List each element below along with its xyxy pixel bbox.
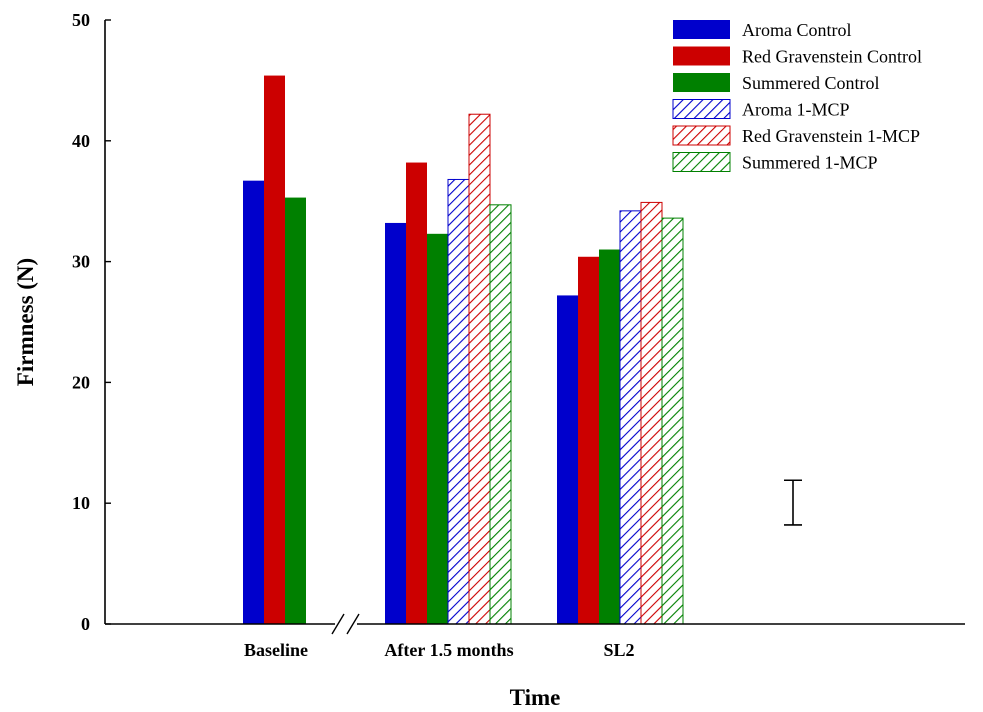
y-tick-label: 40 bbox=[72, 131, 90, 151]
bar-sl2-summered-1-mcp bbox=[661, 217, 684, 625]
y-axis-title: Firmness (N) bbox=[13, 258, 38, 386]
axis-break-marker bbox=[331, 612, 360, 636]
legend-swatch-aroma-1-mcp bbox=[672, 99, 731, 119]
bar-baseline-aroma-control bbox=[243, 180, 264, 624]
y-ticks: 0 10 20 30 40 50 bbox=[72, 10, 111, 634]
bar-after-1-5-months-red-gravenstein-1-mcp bbox=[468, 113, 491, 625]
bar-after-1-5-months-summered-control bbox=[427, 233, 448, 625]
bar-sl2-summered-control bbox=[599, 249, 620, 624]
y-tick-label: 10 bbox=[72, 493, 90, 513]
y-tick-label: 50 bbox=[72, 10, 90, 30]
legend-label-red-gravenstein-1-mcp: Red Gravenstein 1-MCP bbox=[742, 126, 920, 146]
legend-label-aroma-control: Aroma Control bbox=[742, 20, 852, 40]
bar-baseline-summered-control bbox=[285, 197, 306, 625]
y-tick-label: 20 bbox=[72, 372, 90, 392]
legend: Aroma Control Red Gravenstein Control Summ… bbox=[672, 20, 922, 173]
legend-swatch-aroma-control bbox=[673, 20, 730, 39]
x-axis-title: Time bbox=[510, 685, 561, 710]
bar-sl2-red-gravenstein-control bbox=[578, 256, 599, 624]
legend-swatch-summered-control bbox=[673, 73, 730, 92]
legend-label-summered-1-mcp: Summered 1-MCP bbox=[742, 153, 878, 173]
bar-sl2-aroma-control bbox=[557, 295, 578, 624]
legend-label-aroma-1-mcp: Aroma 1-MCP bbox=[742, 100, 850, 120]
bars-group bbox=[243, 75, 684, 625]
legend-swatch-summered-1-mcp bbox=[672, 152, 731, 172]
x-tick-label-baseline: Baseline bbox=[244, 640, 308, 660]
legend-label-summered-control: Summered Control bbox=[742, 73, 880, 93]
y-tick-label: 30 bbox=[72, 252, 90, 272]
legend-swatch-red-gravenstein-1-mcp bbox=[672, 125, 731, 146]
bar-after-1-5-months-aroma-control bbox=[385, 222, 406, 624]
bar-after-1-5-months-red-gravenstein-control bbox=[406, 162, 427, 624]
legend-label-red-gravenstein-control: Red Gravenstein Control bbox=[742, 47, 922, 67]
y-tick-label: 0 bbox=[81, 614, 90, 634]
bar-sl2-aroma-1-mcp bbox=[619, 210, 642, 625]
bar-after-1-5-months-summered-1-mcp bbox=[489, 204, 512, 625]
x-tick-label-after-1-5-months: After 1.5 months bbox=[384, 640, 513, 660]
legend-swatch-red-gravenstein-control bbox=[673, 46, 730, 66]
error-bar bbox=[784, 479, 802, 526]
bar-baseline-red-gravenstein-control bbox=[264, 75, 285, 625]
bar-after-1-5-months-aroma-1-mcp bbox=[447, 178, 470, 625]
bar-sl2-red-gravenstein-1-mcp bbox=[640, 201, 663, 625]
x-tick-label-sl2: SL2 bbox=[603, 640, 634, 660]
